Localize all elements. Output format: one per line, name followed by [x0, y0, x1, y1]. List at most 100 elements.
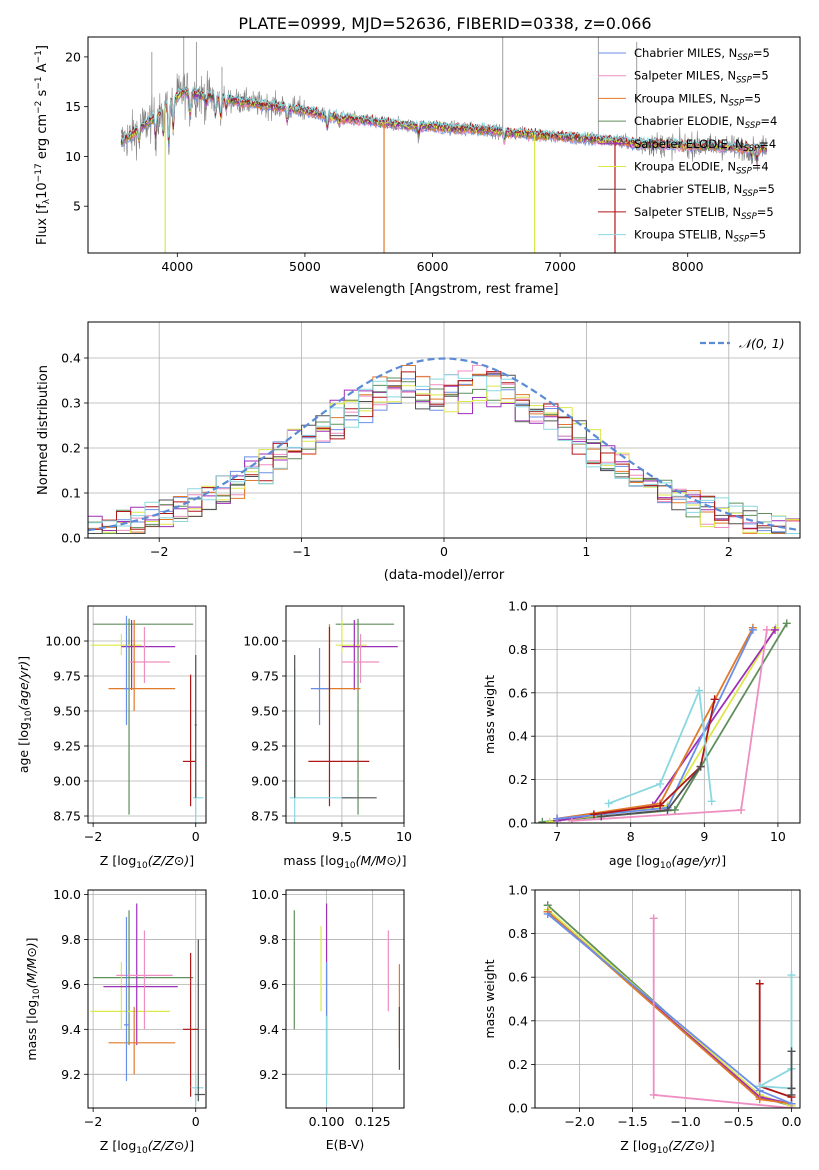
y-tick-label: 10.0	[251, 887, 279, 902]
y-tick-label: 9.75	[53, 669, 81, 684]
x-tick-label: 0	[440, 544, 448, 559]
y-tick-label: 9.8	[61, 932, 81, 947]
legend-entry: Chabrier MILES, NSSP=5	[634, 46, 770, 63]
y-tick-label: 10.0	[53, 887, 81, 902]
y-tick-label: 8.75	[251, 809, 279, 824]
mass-weight-point-marker	[649, 914, 658, 923]
x-axis-label: E(B-V)	[326, 1137, 365, 1152]
y-tick-label: 9.00	[251, 774, 279, 789]
y-tick-label: 9.25	[53, 739, 81, 754]
y-tick-label: 10	[65, 149, 81, 164]
y-tick-label: 0.0	[508, 816, 528, 831]
x-tick-label: −1.5	[617, 1114, 647, 1129]
legend-sub: SSP	[736, 167, 752, 177]
legend-suffix: =5	[757, 205, 774, 219]
legend-entry: Kroupa ELODIE, NSSP=4	[634, 160, 769, 177]
y-tick-label: 0.3	[61, 396, 81, 411]
x-tick-label: −2	[84, 829, 102, 844]
mass-weight-vs-metallicity-plot: −2.0 −1.5 −1.0 −0.5 0.0 0.0 0.2 0.4 0.6 0.8 1.0 Z […	[482, 883, 802, 1157]
grid	[88, 606, 206, 823]
legend-label: Kroupa ELODIE, N	[634, 160, 736, 174]
x-axis-label-sub: 10	[660, 861, 672, 871]
plot-area	[538, 619, 791, 823]
mass-weight-point-marker	[543, 909, 552, 918]
y-tick-label: 20	[65, 49, 81, 64]
y-axis-label-prefix: age [log	[16, 722, 31, 773]
x-tick-label: −2	[84, 1114, 102, 1129]
model-spectrum-line	[120, 85, 767, 156]
y-axis-label-part: s	[35, 89, 50, 100]
y-tick-label: 10.00	[243, 634, 279, 649]
y-tick-label: 0.4	[508, 1013, 528, 1028]
legend-entry: Chabrier STELIB, NSSP=5	[634, 182, 775, 199]
x-tick-label: 8000	[672, 259, 704, 274]
legend-sub: SSP	[734, 235, 750, 245]
y-tick-label: 9.50	[251, 704, 279, 719]
y-tick-label: 1.0	[508, 883, 528, 898]
legend-sub: SSP	[745, 121, 761, 131]
x-axis-label-frac: (Z/Z⊙)	[148, 853, 190, 868]
mass-weight-point-marker	[782, 619, 791, 628]
mass-weight-point-marker	[787, 971, 796, 980]
mass-weight-series-line	[756, 975, 793, 1090]
axes-frame	[285, 889, 405, 1109]
y-tick-label: 0.1	[61, 486, 81, 501]
y-tick-label: 0.4	[61, 351, 81, 366]
mass-weight-series-line	[608, 687, 713, 805]
mass-weight-series-line	[547, 904, 792, 1107]
mass-weight-point-marker	[656, 801, 665, 810]
x-axis-label-prefix: Z [log	[100, 1138, 136, 1153]
y-axis-label-part: ]	[35, 45, 50, 50]
y-axis-label: mass weight	[482, 675, 497, 754]
legend-sub: SSP	[744, 144, 760, 154]
x-axis-label-frac: (Z/Z⊙)	[668, 1138, 710, 1153]
y-axis-label: mass [log10(M/M⊙)]	[24, 937, 42, 1060]
legend-sub: SSP	[736, 76, 752, 86]
y-axis-label-frac: (M/M⊙)	[24, 942, 39, 988]
x-axis-label: (data-model)/error	[384, 568, 505, 583]
y-tick-label: 9.2	[259, 1067, 279, 1082]
y-tick-label: 0.8	[508, 642, 528, 657]
x-tick-label: 0.100	[309, 1114, 345, 1129]
x-axis-label-sub: 10	[344, 861, 356, 871]
mass-weight-point-marker	[748, 625, 757, 634]
x-tick-label: 9.5	[332, 829, 352, 844]
grid	[88, 322, 800, 539]
y-axis-label-sub: 10	[32, 988, 42, 1000]
y-tick-label: 10.00	[45, 634, 81, 649]
y-tick-label: 0.0	[508, 1101, 528, 1116]
mass-weight-point-marker	[762, 625, 771, 634]
figure-title: PLATE=0999, MJD=52636, FIBERID=0338, z=0…	[238, 14, 651, 33]
x-axis-label-prefix: Z [log	[100, 853, 136, 868]
x-tick-label: 7	[553, 829, 561, 844]
legend-label: Salpeter ELODIE, N	[634, 137, 744, 151]
legend-label: Chabrier ELODIE, N	[634, 114, 745, 128]
x-tick-label: 10	[770, 829, 786, 844]
x-axis-label-close: ]	[189, 1138, 194, 1153]
x-axis-label: wavelength [Angstrom, rest frame]	[330, 282, 559, 297]
x-axis-label-close: ]	[721, 853, 726, 868]
legend-label: Chabrier STELIB, N	[634, 182, 742, 196]
grid	[286, 890, 404, 1108]
x-axis-label-close: ]	[189, 853, 194, 868]
x-tick-label: −2	[150, 544, 168, 559]
axes-frame	[285, 605, 405, 824]
mass-weight-point-marker	[770, 625, 779, 634]
x-axis-label-prefix: age [log	[609, 853, 660, 868]
mass-vs-metallicity-plot: −2 09.29.49.69.810.0Z [log10(Z/Z⊙)]mass […	[24, 887, 207, 1156]
legend-entry: Salpeter MILES, NSSP=5	[634, 69, 769, 86]
legend-entry: 𝒩(0, 1)	[739, 336, 785, 351]
plot-area	[543, 901, 796, 1108]
y-tick-label: 0.0	[61, 531, 81, 546]
legend-suffix: =5	[752, 69, 769, 83]
y-tick-label: 1.0	[508, 599, 528, 614]
mass-weight-point-marker	[567, 816, 576, 823]
legend-suffix: =4	[760, 114, 777, 128]
legend-label: Salpeter MILES, N	[634, 69, 736, 83]
y-axis-label: Normed distribution	[36, 365, 51, 495]
y-tick-label: 0.6	[508, 685, 528, 700]
x-axis-label: Z [log10(Z/Z⊙)]	[620, 1138, 714, 1156]
